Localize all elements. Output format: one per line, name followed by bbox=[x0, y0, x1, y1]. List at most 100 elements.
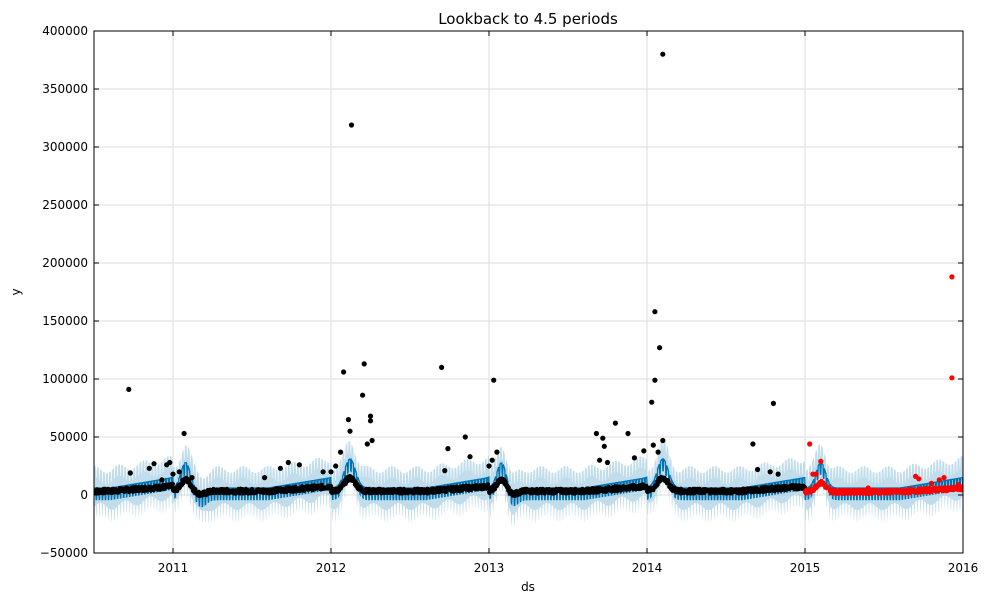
history-point-baseline bbox=[170, 481, 175, 487]
x-tick-label: 2011 bbox=[158, 561, 189, 575]
history-point bbox=[337, 449, 344, 455]
history-point bbox=[367, 418, 374, 424]
future-point bbox=[928, 480, 935, 486]
y-tick-label: 100000 bbox=[42, 372, 88, 386]
history-point bbox=[320, 469, 326, 475]
history-point bbox=[641, 448, 647, 454]
history-point bbox=[491, 377, 497, 383]
history-point bbox=[361, 361, 367, 367]
history-point bbox=[657, 345, 663, 351]
x-tick-label: 2015 bbox=[790, 561, 821, 575]
x-axis-label: ds bbox=[521, 580, 535, 594]
history-point bbox=[360, 392, 366, 398]
history-point bbox=[767, 469, 773, 475]
history-point bbox=[277, 465, 283, 471]
history-point bbox=[181, 430, 187, 437]
history-point bbox=[600, 435, 606, 441]
history-point bbox=[652, 377, 658, 383]
x-tick-label: 2013 bbox=[474, 561, 505, 575]
uncertainty-band-layer bbox=[94, 437, 963, 526]
history-point bbox=[146, 465, 152, 471]
history-point bbox=[170, 471, 176, 477]
chart-title: Lookback to 4.5 periods bbox=[438, 10, 618, 28]
history-point bbox=[494, 449, 500, 455]
history-point bbox=[612, 420, 619, 426]
future-point bbox=[818, 458, 824, 464]
history-point bbox=[750, 441, 756, 447]
history-point bbox=[341, 369, 347, 375]
history-point bbox=[660, 437, 666, 444]
history-point bbox=[364, 441, 370, 447]
x-tick-label: 2016 bbox=[948, 561, 979, 575]
history-point bbox=[631, 455, 638, 461]
y-tick-label: 350000 bbox=[42, 82, 88, 96]
history-point bbox=[347, 428, 353, 434]
history-point bbox=[770, 400, 777, 406]
data-points-layer bbox=[94, 51, 963, 499]
history-point bbox=[604, 459, 611, 466]
uncertainty-band bbox=[94, 437, 963, 526]
y-tick-label: 150000 bbox=[42, 314, 88, 328]
history-point bbox=[159, 477, 165, 483]
history-point bbox=[467, 454, 473, 460]
y-tick-label: 0 bbox=[80, 488, 88, 502]
plot-frame bbox=[93, 30, 964, 554]
history-point bbox=[439, 364, 445, 370]
history-point bbox=[755, 466, 761, 473]
future-point bbox=[941, 475, 947, 481]
history-point-baseline bbox=[328, 483, 333, 489]
history-point bbox=[649, 399, 655, 405]
future-point-baseline bbox=[960, 485, 963, 491]
history-point bbox=[333, 463, 339, 469]
history-point bbox=[442, 468, 448, 474]
x-tick-label: 2012 bbox=[316, 561, 347, 575]
future-point bbox=[916, 476, 922, 482]
x-tick-label: 2014 bbox=[632, 561, 663, 575]
history-point bbox=[650, 442, 656, 448]
history-point bbox=[167, 459, 173, 466]
future-point bbox=[936, 477, 942, 483]
history-point bbox=[597, 457, 603, 463]
history-point bbox=[328, 469, 334, 475]
future-point bbox=[807, 441, 813, 447]
future-point bbox=[949, 375, 955, 381]
history-point bbox=[369, 437, 375, 444]
future-point bbox=[949, 274, 955, 280]
history-point bbox=[176, 469, 182, 475]
history-point bbox=[127, 470, 133, 476]
history-point bbox=[348, 122, 355, 128]
history-point bbox=[367, 413, 374, 419]
history-point bbox=[775, 471, 781, 477]
y-axis-label: y bbox=[9, 288, 23, 295]
y-tick-label: 50000 bbox=[50, 430, 88, 444]
y-tick-label: −50000 bbox=[40, 546, 88, 560]
y-tick-label: 300000 bbox=[42, 140, 88, 154]
grid-layer bbox=[94, 31, 963, 553]
history-point bbox=[262, 475, 268, 481]
history-point bbox=[625, 430, 631, 437]
history-point bbox=[486, 463, 492, 469]
future-point bbox=[955, 482, 961, 488]
history-point bbox=[652, 309, 658, 315]
history-point bbox=[126, 386, 132, 392]
future-point bbox=[813, 471, 819, 477]
ticks-layer: 2011 2012 2013 2014 2015 2016 −50000 0 50000 1000… bbox=[40, 24, 979, 575]
history-point bbox=[296, 462, 302, 468]
history-point bbox=[593, 430, 600, 437]
history-point bbox=[189, 475, 195, 481]
history-point bbox=[462, 434, 468, 440]
history-point bbox=[660, 51, 666, 57]
y-tick-label: 200000 bbox=[42, 256, 88, 270]
y-tick-label: 250000 bbox=[42, 198, 88, 212]
history-point bbox=[489, 457, 495, 463]
history-point bbox=[655, 449, 661, 455]
history-point bbox=[151, 461, 157, 467]
history-point bbox=[285, 459, 291, 466]
history-point bbox=[345, 417, 351, 423]
history-point bbox=[601, 443, 607, 449]
history-point bbox=[445, 446, 451, 452]
y-tick-label: 400000 bbox=[42, 24, 88, 38]
